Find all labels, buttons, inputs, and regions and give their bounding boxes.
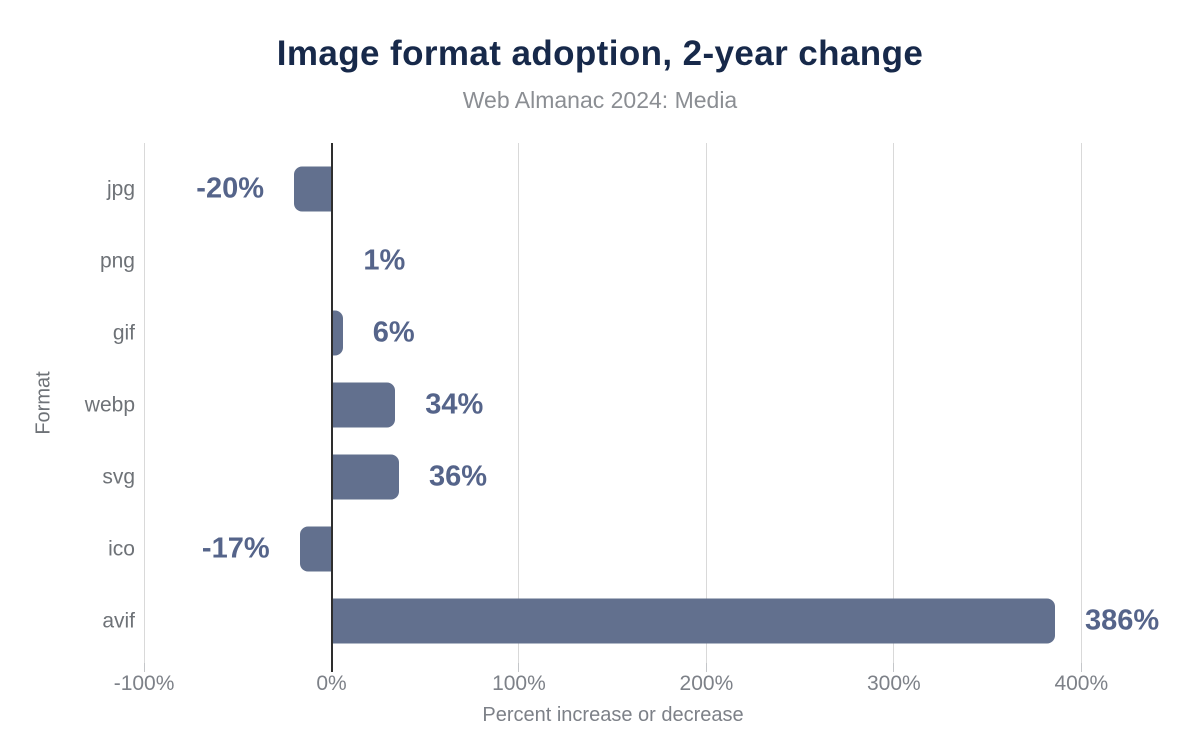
axis-tick-400%: [1080, 663, 1082, 672]
x-tick-label: -100%: [113, 672, 175, 695]
value-label-png: 1%: [363, 244, 406, 277]
value-label-gif: 6%: [372, 316, 415, 349]
value-label-webp: 34%: [425, 388, 484, 421]
axis-tick-200%: [705, 663, 707, 672]
value-label-avif: 386%: [1085, 604, 1160, 637]
x-tick-label: 300%: [866, 672, 921, 695]
chart-subtitle: Web Almanac 2024: Media: [462, 87, 738, 113]
gridline-100%: [518, 143, 520, 663]
axis-tick-100%: [518, 663, 520, 672]
y-category-label-gif: gif: [112, 321, 135, 345]
chart-title: Image format adoption, 2-year change: [276, 34, 924, 73]
x-tick-label: 400%: [1054, 672, 1109, 695]
bar-jpg: [294, 166, 332, 212]
value-label-ico: -17%: [201, 532, 270, 565]
y-category-label-avif: avif: [102, 609, 135, 633]
bar-webp: [331, 382, 396, 428]
gridline-200%: [705, 143, 707, 663]
axis-tick-300%: [893, 663, 895, 672]
bar-ico: [299, 526, 332, 572]
y-axis-title: Format: [32, 371, 55, 435]
y-category-label-png: png: [99, 249, 135, 273]
x-tick-label: 200%: [679, 672, 734, 695]
x-tick-label: 0%: [316, 672, 347, 695]
y-category-label-webp: webp: [84, 393, 135, 417]
x-axis-title: Percent increase or decrease: [482, 704, 744, 726]
value-label-svg: 36%: [428, 460, 488, 493]
y-category-label-jpg: jpg: [106, 177, 135, 201]
y-category-label-svg: svg: [102, 465, 135, 489]
axis-tick--100%: [143, 663, 145, 672]
axis-tick-0%: [330, 663, 333, 672]
y-category-label-ico: ico: [108, 537, 135, 561]
zero-axis-line: [330, 143, 333, 663]
gridline-400%: [1080, 143, 1082, 663]
bar-gif: [331, 310, 343, 356]
x-tick-label: 100%: [492, 672, 546, 695]
bar-svg: [331, 454, 399, 500]
bar-avif: [331, 598, 1056, 644]
gridline--100%: [143, 143, 145, 663]
value-label-jpg: -20%: [196, 172, 264, 205]
gridline-300%: [893, 143, 895, 663]
